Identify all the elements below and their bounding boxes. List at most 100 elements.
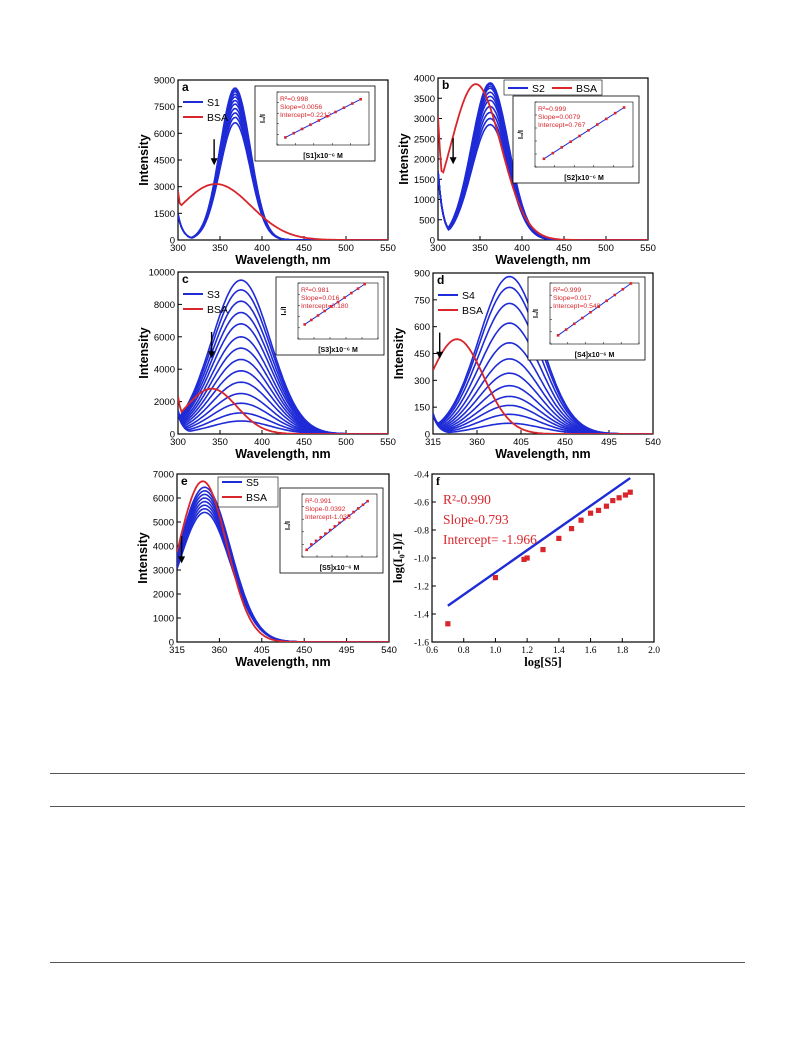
y-tick-label: 750 xyxy=(414,295,430,306)
x-tick-label: 500 xyxy=(338,437,354,448)
inset-stat: Intercept=0.2212 xyxy=(280,112,331,119)
x-tick-label: 450 xyxy=(296,437,312,448)
x-axis-label: Wavelength, nm xyxy=(495,253,590,267)
inset-point xyxy=(350,291,353,295)
inset-x-label: [S5]x10⁻⁶ M xyxy=(320,565,360,572)
inset-point xyxy=(596,123,599,126)
inset-x-label: [S2]x10⁻⁶ M xyxy=(564,175,604,182)
y-axis-label: log(I₀-I)/I xyxy=(391,533,405,583)
fit-annotation: Intercept= -1.966 xyxy=(443,532,537,547)
table-header-rule xyxy=(50,806,745,807)
quench-arrow-head xyxy=(210,158,218,166)
y-tick-label: 2000 xyxy=(414,155,435,166)
inset-stat: R²=0.999 xyxy=(538,106,566,113)
y-tick-label: 9000 xyxy=(154,76,175,87)
chart-panel-d: 315 360 405 450 495 540 0 150 300 450 600 750 900 Wav… xyxy=(392,269,661,462)
x-tick-label: 450 xyxy=(296,645,312,656)
y-tick-label: 2000 xyxy=(154,397,175,408)
x-tick-label: 495 xyxy=(601,437,617,448)
series-group xyxy=(177,480,389,642)
inset-point xyxy=(359,97,362,101)
data-point xyxy=(622,492,629,498)
inset-x-label: [S4]x10⁻⁶ M xyxy=(575,352,615,359)
inset-fit-line xyxy=(557,283,632,336)
inset-point xyxy=(622,106,626,109)
inset-point xyxy=(343,296,346,299)
panel-letter: f xyxy=(436,474,441,488)
inset-point xyxy=(330,305,333,308)
quench-arrow-head xyxy=(208,351,216,359)
inset-y-label: I₀/I xyxy=(533,309,540,318)
series-line xyxy=(433,414,653,434)
y-axis-label: Intensity xyxy=(392,328,406,379)
inset-point xyxy=(613,111,617,115)
x-tick-label: 1.6 xyxy=(585,646,597,656)
y-axis-label: Intensity xyxy=(136,532,150,583)
table-bottom-rule xyxy=(50,962,745,963)
y-tick-label: 1000 xyxy=(153,614,174,625)
x-axis-label: Wavelength, nm xyxy=(235,655,330,669)
y-tick-label: 4000 xyxy=(154,365,175,376)
series-group xyxy=(438,82,648,240)
y-tick-label: 450 xyxy=(414,349,430,360)
inset-point xyxy=(303,323,306,326)
x-tick-label: 315 xyxy=(169,645,185,656)
series-line xyxy=(178,392,388,434)
panel-letter: e xyxy=(181,474,188,488)
y-tick-label: 1500 xyxy=(154,209,175,220)
chart-panel-a: 300 350 400 450 500 550 0 1500 3000 4500 6000 7500 9… xyxy=(137,76,396,268)
x-tick-label: 300 xyxy=(170,243,186,254)
y-tick-label: -1.0 xyxy=(414,555,429,565)
table-top-rule xyxy=(50,773,745,774)
y-tick-label: 6000 xyxy=(154,332,175,343)
inset-stat: Slope-0.0392 xyxy=(305,506,346,513)
x-tick-label: 350 xyxy=(212,437,228,448)
panel-letter: d xyxy=(437,273,444,287)
x-tick-label: 350 xyxy=(212,243,228,254)
chart-panel-b: 300 350 400 450 500 550 0 500 1000 1500 2000 2500 30… xyxy=(397,74,656,268)
inset-frame xyxy=(275,276,385,356)
inset-plot-frame xyxy=(301,493,378,558)
y-tick-label: -0.8 xyxy=(414,527,429,537)
inset-point xyxy=(352,510,355,514)
legend-label-bsa: BSA xyxy=(207,304,228,316)
bsa-line xyxy=(178,183,388,240)
data-point xyxy=(627,489,633,495)
x-tick-label: 400 xyxy=(254,437,270,448)
inset-point xyxy=(621,287,625,291)
y-tick-label: 2000 xyxy=(153,590,174,601)
inset-point xyxy=(363,282,366,286)
fit-annotation: Slope-0.793 xyxy=(443,512,509,527)
inset-point xyxy=(310,318,313,322)
panel-letter: c xyxy=(182,272,189,286)
legend-box xyxy=(217,476,279,508)
x-tick-label: 2.0 xyxy=(648,646,660,656)
legend-label-series: S2 xyxy=(532,83,545,95)
inset-plot-frame xyxy=(297,282,379,340)
inset-x-label: [S1]x10⁻⁶ M xyxy=(303,153,343,160)
x-tick-label: 500 xyxy=(338,243,354,254)
y-tick-label: 600 xyxy=(414,322,430,333)
inset-point xyxy=(629,282,633,285)
x-tick-label: 350 xyxy=(472,243,488,254)
series-group xyxy=(178,279,388,434)
series-line xyxy=(178,87,388,240)
inset-point xyxy=(314,539,318,543)
y-tick-label: 1500 xyxy=(414,175,435,186)
inset-stat: R²=0.998 xyxy=(280,96,308,103)
data-point xyxy=(524,555,530,561)
inset-stat: Intercept=0.767 xyxy=(538,122,586,129)
y-tick-label: 0 xyxy=(430,236,435,247)
y-tick-label: 0 xyxy=(169,638,174,649)
fit-annotation: R²-0.990 xyxy=(443,492,491,507)
y-tick-label: 150 xyxy=(414,403,430,414)
chart-panel-f: 0.6 0.8 1.0 1.2 1.4 1.6 1.8 2.0 -1.6 -1.4 -1.2 -1.0… xyxy=(391,471,660,670)
inset-stat: Slope=0.016 xyxy=(301,295,340,302)
inset-point xyxy=(319,535,323,539)
y-tick-label: 0 xyxy=(170,236,175,247)
inset-plot-frame xyxy=(534,101,634,168)
inset-point xyxy=(356,507,360,510)
inset-point xyxy=(336,300,340,304)
inset-point xyxy=(292,131,296,135)
data-point xyxy=(603,503,610,509)
